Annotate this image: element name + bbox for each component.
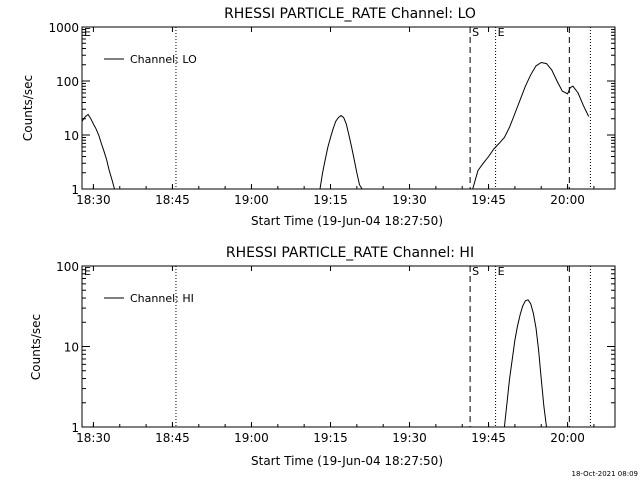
plot-frame-hi	[81, 265, 616, 428]
plot-frame-lo	[81, 26, 616, 190]
series-line-hi	[503, 299, 547, 428]
x-tick-label-hi: 18:30	[76, 431, 111, 445]
x-tick-label-lo: 18:45	[155, 193, 190, 207]
y-tick-label-hi: 1	[71, 421, 79, 435]
y-tick-label-lo: 100	[56, 75, 79, 89]
generation-timestamp: 18-Oct-2021 08:09	[572, 470, 638, 478]
marker-label-e-hi: E	[84, 265, 91, 278]
plot-content-hi: 18:30 18:45 19:00 19:15 19:30 19:45 20:00 1 10 10…	[56, 260, 615, 445]
y-axis-label-lo: Counts/sec	[21, 75, 35, 141]
series-line-lo	[472, 61, 590, 190]
x-tick-label-lo: 18:30	[76, 193, 111, 207]
y-tick-label-lo: 1000	[48, 21, 79, 35]
legend-label-hi: Channel: HI	[130, 292, 194, 305]
series-line-lo	[319, 114, 363, 190]
marker-label-e-lo: E	[498, 26, 505, 39]
x-tick-label-hi: 19:45	[471, 431, 506, 445]
x-tick-label-hi: 19:00	[234, 431, 269, 445]
x-tick-label-lo: 20:00	[550, 193, 585, 207]
series-line-lo	[81, 113, 115, 190]
y-axis-label-hi: Counts/sec	[29, 314, 43, 380]
x-tick-label-lo: 19:45	[471, 193, 506, 207]
x-tick-label-hi: 18:45	[155, 431, 190, 445]
x-tick-label-lo: 19:00	[234, 193, 269, 207]
plot-content-lo: 18:30 18:45 19:00 19:15 19:30 19:45 20:00 1 10 10…	[48, 21, 615, 207]
panel-hi: RHESSI PARTICLE_RATE Channel: HI 18:30 18…	[29, 245, 616, 468]
marker-label-e-hi: E	[498, 265, 505, 278]
x-axis-label-lo: Start Time (19-Jun-04 18:27:50)	[251, 214, 443, 228]
x-tick-label-lo: 19:30	[392, 193, 427, 207]
x-tick-label-hi: 19:15	[313, 431, 348, 445]
marker-label-s-hi: S	[472, 265, 479, 278]
panel-lo: RHESSI PARTICLE_RATE Channel: LO 18:30 18…	[21, 6, 616, 228]
chart-title-lo: RHESSI PARTICLE_RATE Channel: LO	[224, 6, 476, 22]
marker-label-e-lo: E	[84, 26, 91, 39]
legend-label-lo: Channel: LO	[130, 53, 197, 66]
y-tick-label-lo: 1	[71, 183, 79, 197]
y-tick-label-hi: 10	[64, 341, 79, 355]
x-axis-label-hi: Start Time (19-Jun-04 18:27:50)	[251, 454, 443, 468]
x-tick-label-lo: 19:15	[313, 193, 348, 207]
x-tick-label-hi: 19:30	[392, 431, 427, 445]
y-tick-label-lo: 10	[64, 129, 79, 143]
chart-title-hi: RHESSI PARTICLE_RATE Channel: HI	[226, 245, 474, 261]
x-tick-label-hi: 20:00	[550, 431, 585, 445]
marker-label-s-lo: S	[472, 26, 479, 39]
y-tick-label-hi: 100	[56, 260, 79, 274]
